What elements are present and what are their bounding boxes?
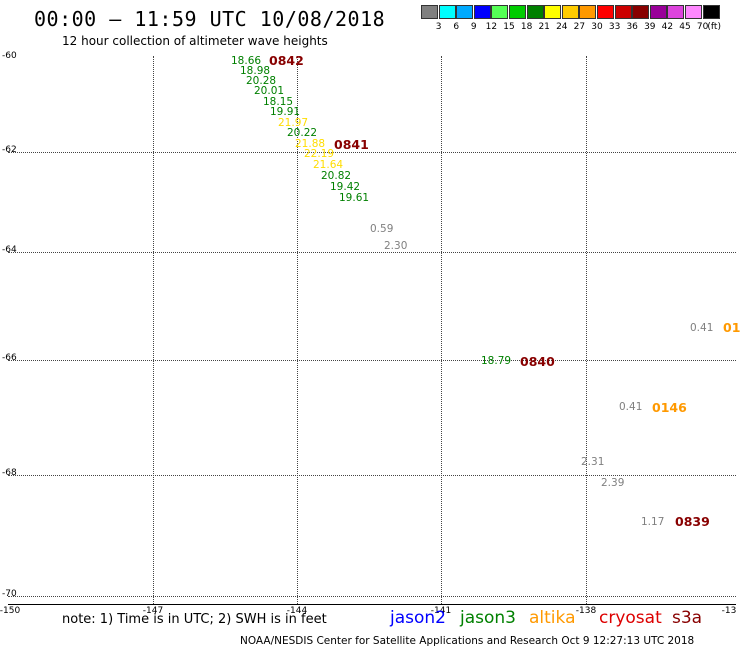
wave-height-value: 20.01: [254, 85, 285, 97]
legend-swatch: [421, 5, 438, 19]
longitude-label: -147: [142, 606, 164, 616]
legend-label: 70: [696, 22, 709, 32]
wave-height-value: 0.59: [370, 223, 394, 235]
latitude-label: -64: [2, 245, 17, 255]
latitude-gridline: [8, 360, 736, 361]
pass-time-label: 0841: [334, 137, 369, 152]
wave-height-value: 18.98: [240, 65, 271, 77]
latitude-label: -62: [2, 145, 17, 155]
legend-swatch: [508, 5, 526, 19]
legend-swatch: [684, 5, 702, 19]
pass-time-label: 0839: [675, 514, 710, 529]
legend-swatch: [702, 5, 720, 19]
legend-swatch: [544, 5, 562, 19]
satellite-legend-jason2: jason2: [390, 608, 446, 628]
legend-label: 15: [503, 22, 515, 32]
latitude-label: -70: [2, 589, 17, 599]
wave-height-value: 18.15: [263, 96, 294, 108]
wave-height-value: 0.41: [690, 322, 714, 334]
latitude-gridline: [8, 252, 736, 253]
wave-height-value: 0.41: [619, 401, 643, 413]
legend-label: 36: [626, 22, 638, 32]
legend-swatch: [596, 5, 614, 19]
legend-label: 21: [538, 22, 550, 32]
longitude-label: -141: [430, 606, 452, 616]
longitude-gridline: [586, 56, 587, 604]
longitude-gridline: [153, 56, 154, 604]
legend-label: 30: [591, 22, 603, 32]
satellite-legend-altika: altika: [529, 608, 576, 628]
latitude-gridline: [8, 475, 736, 476]
wave-height-value: 18.79: [481, 355, 512, 367]
wave-height-value: 20.28: [246, 75, 277, 87]
wave-height-value: 19.42: [330, 181, 361, 193]
legend-swatch: [491, 5, 509, 19]
wave-height-value: 2.30: [384, 240, 408, 252]
credit-line: NOAA/NESDIS Center for Satellite Applica…: [240, 635, 695, 647]
satellite-legend-jason3: jason3: [460, 608, 516, 628]
legend-swatch: [667, 5, 685, 19]
legend-label: 9: [470, 22, 477, 32]
wave-height-value: 21.88: [295, 138, 326, 150]
wave-height-value: 1.17: [641, 516, 665, 528]
latitude-label: -66: [2, 353, 17, 363]
legend-label: 24: [556, 22, 568, 32]
wave-height-value: 21.97: [278, 117, 309, 129]
pass-time-label: 0840: [520, 354, 555, 369]
satellite-legend-s3a: s3a: [672, 608, 703, 628]
latitude-label: -60: [2, 51, 17, 61]
page-subtitle: 12 hour collection of altimeter wave hei…: [62, 34, 328, 48]
longitude-label: -13: [721, 606, 737, 616]
legend-label: 45: [679, 22, 691, 32]
color-legend: [421, 5, 720, 19]
wave-height-value: 20.22: [287, 127, 318, 139]
legend-swatch: [632, 5, 650, 19]
legend-swatch: [526, 5, 544, 19]
latitude-gridline: [8, 596, 736, 597]
legend-swatch: [473, 5, 491, 19]
legend-label: 6: [453, 22, 460, 32]
longitude-gridline: [297, 56, 298, 604]
wave-height-value: 20.82: [321, 170, 352, 182]
legend-label: 18: [520, 22, 533, 32]
legend-label: 33: [608, 22, 621, 32]
legend-swatch: [614, 5, 632, 19]
wave-height-value: 18.66: [231, 55, 262, 67]
wave-height-value: 19.61: [339, 192, 370, 204]
legend-swatch: [649, 5, 667, 19]
wave-height-value: 2.39: [601, 477, 625, 489]
pass-time-label: 0146: [652, 400, 687, 415]
wave-height-value: 2.31: [581, 456, 605, 468]
wave-height-value: 19.91: [270, 106, 301, 118]
legend-label: 27: [573, 22, 586, 32]
wave-height-value: 21.64: [313, 159, 344, 171]
longitude-label: -150: [0, 606, 21, 616]
legend-swatch: [456, 5, 474, 19]
longitude-label: -144: [286, 606, 308, 616]
latitude-label: -68: [2, 468, 17, 478]
longitude-label: -138: [575, 606, 597, 616]
pass-time-label: 0842: [269, 53, 304, 68]
latitude-gridline: [8, 152, 736, 153]
legend-label: 3: [435, 22, 442, 32]
longitude-gridline: [441, 56, 442, 604]
page-title: 00:00 – 11:59 UTC 10/08/2018: [34, 7, 386, 31]
map-frame-bottom: [8, 604, 736, 605]
satellite-legend-cryosat: cryosat: [599, 608, 662, 628]
wave-height-value: 22.19: [304, 148, 335, 160]
legend-swatch: [438, 5, 456, 19]
units-note: note: 1) Time is in UTC; 2) SWH is in fe…: [62, 612, 327, 627]
legend-label: 12: [485, 22, 498, 32]
legend-label: 39: [644, 22, 656, 32]
pass-time-label: 01: [723, 320, 740, 335]
legend-swatch: [561, 5, 579, 19]
legend-label: (ft): [707, 22, 721, 32]
legend-label: 42: [661, 22, 674, 32]
legend-swatch: [579, 5, 597, 19]
